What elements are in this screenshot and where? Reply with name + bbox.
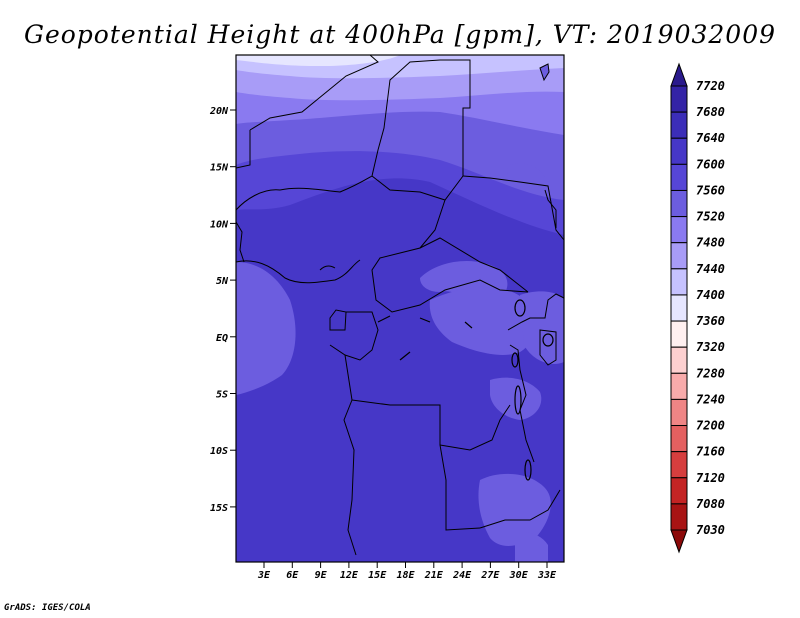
colorbar-segment — [670, 216, 688, 244]
colorbar-label: 7520 — [696, 210, 725, 224]
colorbar-label: 7080 — [696, 497, 725, 511]
colorbar-label: 7720 — [696, 79, 725, 93]
colorbar-label: 7640 — [696, 131, 725, 145]
colorbar-label: 7560 — [696, 183, 725, 197]
colorbar-segment — [670, 346, 688, 374]
lat-tick-label: 10N — [210, 219, 229, 230]
colorbar: 7720 7680 7640 7600 7560 7520 7480 7440 7400 7360… — [670, 62, 725, 554]
lon-tick-label: 27E — [480, 570, 500, 581]
colorbar-segment — [670, 163, 688, 191]
contour-band — [515, 532, 548, 562]
colorbar-label: 7440 — [696, 262, 725, 276]
lat-tick-label: 15S — [210, 503, 228, 514]
lat-tick-label: 15N — [210, 163, 229, 174]
colorbar-segment — [670, 137, 688, 165]
colorbar-label: 7160 — [696, 445, 725, 459]
colorbar-label: 7480 — [696, 236, 725, 250]
colorbar-segment — [670, 242, 688, 270]
colorbar-label: 7280 — [696, 366, 725, 380]
lat-tick-label: 10S — [210, 446, 228, 457]
colorbar-label: 7360 — [696, 314, 725, 328]
colorbar-segment — [670, 111, 688, 139]
lat-tick-label: 5S — [216, 390, 228, 401]
lat-tick-label: 20N — [209, 106, 229, 117]
colorbar-label: 7680 — [696, 105, 725, 119]
lon-tick-label: 15E — [368, 570, 387, 581]
colorbar-label: 7200 — [696, 419, 725, 433]
contour-band — [478, 473, 551, 546]
colorbar-segment — [670, 268, 688, 296]
lat-tick-label: EQ — [216, 333, 228, 344]
lon-tick-label: 18E — [396, 570, 415, 581]
colorbar-bottom-arrow — [670, 529, 688, 554]
colorbar-segment — [670, 477, 688, 505]
lon-tick-label: 33E — [537, 570, 557, 581]
lon-tick-label: 21E — [424, 570, 444, 581]
contour-band — [236, 262, 296, 395]
lon-tick-label: 9E — [315, 570, 328, 581]
contour-band — [507, 163, 545, 190]
colorbar-label: 7400 — [696, 288, 725, 302]
colorbar-segment — [670, 189, 688, 218]
coastline — [235, 221, 245, 263]
credit-text: GrADS: IGES/COLA — [4, 603, 91, 613]
contour-band — [236, 55, 400, 66]
contour-band — [520, 291, 564, 365]
lakes — [377, 299, 554, 481]
colorbar-segment — [670, 503, 688, 531]
contour-band — [429, 287, 535, 355]
colorbar-label: 7120 — [696, 471, 725, 485]
lon-tick-label: 30E — [509, 570, 529, 581]
lon-tick-label: 3E — [257, 570, 271, 581]
latitude-axis: 20N 15N 10N 5N EQ 5S 10S 15S — [209, 106, 236, 514]
lat-tick-label: 5N — [216, 276, 229, 287]
colorbar-label: 7600 — [696, 157, 725, 171]
map-panel — [235, 54, 565, 563]
contour-band — [490, 377, 542, 420]
lon-tick-label: 24E — [452, 570, 472, 581]
map-title: Geopotential Height at 400hPa [gpm], VT:… — [23, 20, 777, 49]
colorbar-label: 7030 — [696, 523, 725, 537]
colorbar-segment — [670, 294, 688, 322]
colorbar-segment — [670, 425, 688, 453]
colorbar-segment — [670, 372, 688, 400]
colorbar-segment — [670, 398, 688, 427]
colorbar-label: 7240 — [696, 392, 725, 406]
country-boundaries — [235, 54, 565, 556]
colorbar-label: 7320 — [696, 340, 725, 354]
island — [539, 63, 550, 82]
longitude-axis: 3E 6E 9E 12E 15E 18E 21E 24E 27E 30E 33E — [257, 562, 557, 581]
colorbar-top-arrow — [670, 62, 688, 87]
map-frame — [235, 54, 565, 563]
colorbar-segment — [670, 320, 688, 348]
colorbar-segment — [670, 451, 688, 479]
colorbar-segment — [670, 85, 688, 113]
lon-tick-label: 12E — [340, 570, 359, 581]
lon-tick-label: 6E — [286, 570, 299, 581]
